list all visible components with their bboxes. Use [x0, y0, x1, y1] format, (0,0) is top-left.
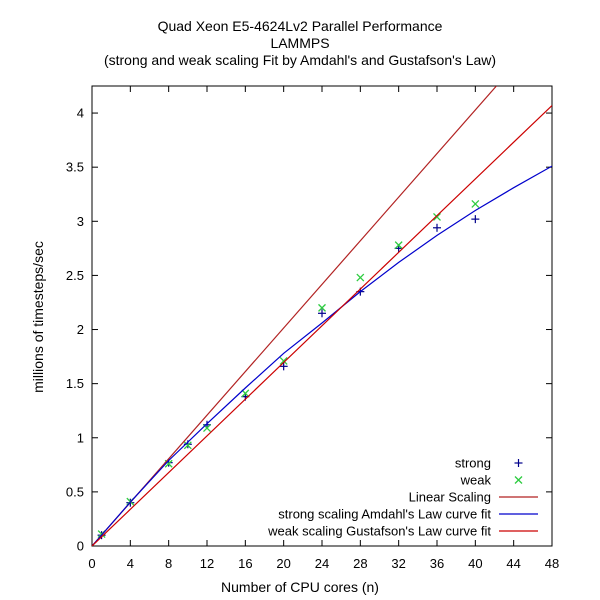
chart-subtitle: LAMMPS [270, 35, 330, 51]
x-tick-label: 20 [276, 556, 290, 571]
weak-point [318, 303, 326, 312]
weak-point [279, 356, 288, 365]
weak-point [433, 213, 441, 221]
y-tick-label: 1 [77, 430, 84, 445]
legend-label-1: weak [460, 473, 492, 488]
y-tick-label: 4 [77, 106, 84, 121]
y-tick-label: 0.5 [66, 484, 84, 499]
strong-point [433, 223, 441, 232]
weak-point [394, 241, 403, 250]
x-tick-label: 24 [315, 556, 329, 571]
weak-point [471, 200, 480, 208]
x-tick-label: 44 [506, 556, 520, 571]
x-tick-label: 32 [391, 556, 405, 571]
y-tick-label: 2 [77, 322, 84, 337]
y-axis-label: millions of timesteps/sec [30, 241, 46, 393]
x-tick-label: 8 [165, 556, 172, 571]
plot-area [92, 86, 552, 546]
x-tick-label: 40 [468, 556, 482, 571]
weak-point [241, 389, 250, 398]
series-line-2 [92, 86, 497, 546]
x-tick-label: 16 [238, 556, 252, 571]
chart-title: Quad Xeon E5-4624Lv2 Parallel Performanc… [157, 18, 443, 34]
weak-point [356, 273, 365, 282]
legend-label-3: strong scaling Amdahl's Law curve fit [278, 507, 491, 522]
legend-label-2: Linear Scaling [409, 490, 491, 505]
y-tick-label: 3 [77, 214, 84, 229]
chart-subtitle-2: (strong and weak scaling Fit by Amdahl's… [103, 52, 497, 68]
x-tick-label: 4 [127, 556, 134, 571]
x-axis-label: Number of CPU cores (n) [221, 579, 379, 595]
legend-label-0: strong [455, 456, 491, 471]
legend-sample-0 [514, 459, 523, 467]
x-tick-label: 28 [353, 556, 367, 571]
weak-point [183, 441, 192, 450]
strong-point [279, 362, 288, 371]
series-line-3 [92, 165, 552, 546]
strong-point [318, 309, 326, 318]
x-tick-label: 36 [430, 556, 444, 571]
y-tick-label: 0 [77, 539, 84, 554]
series-line-4 [92, 105, 552, 546]
y-tick-label: 2.5 [66, 268, 84, 283]
y-tick-label: 3.5 [66, 160, 84, 175]
legend-label-4: weak scaling Gustafson's Law curve fit [267, 524, 491, 539]
y-tick-label: 1.5 [66, 376, 84, 391]
x-tick-label: 48 [545, 556, 559, 571]
x-tick-label: 0 [88, 556, 95, 571]
x-tick-label: 12 [200, 556, 214, 571]
legend-sample-1 [514, 476, 523, 484]
strong-point [471, 215, 480, 224]
